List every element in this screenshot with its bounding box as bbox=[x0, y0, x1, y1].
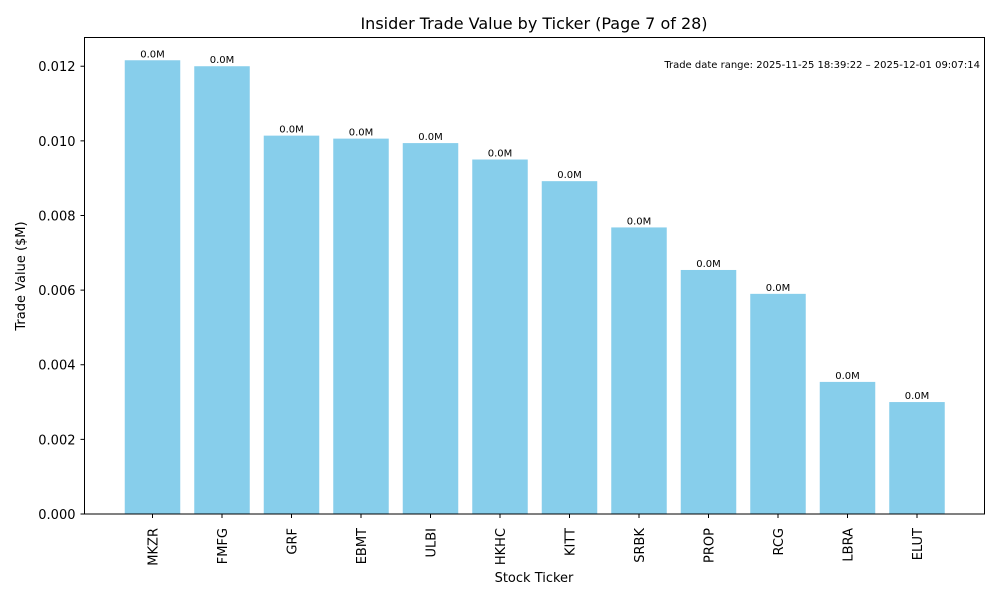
data-label-ulbi: 0.0M bbox=[418, 132, 443, 143]
x-tick-label-prop: PROP bbox=[703, 528, 718, 563]
x-tick-label-kitt: KITT bbox=[564, 528, 579, 556]
x-tick-label-elut: ELUT bbox=[911, 528, 926, 560]
x-axis: MKZR FMFG GRF EBMT ULBI HKHC KITT SRBK PROP RCG LB… bbox=[147, 514, 926, 566]
x-tick-label-ebmt: EBMT bbox=[355, 528, 370, 564]
bar-elut bbox=[889, 402, 945, 514]
bar-hkhc bbox=[472, 159, 528, 514]
data-label-grf: 0.0M bbox=[279, 125, 304, 136]
bar-prop bbox=[680, 269, 737, 514]
y-tick-label: 0.006 bbox=[38, 284, 75, 299]
bar-srbk bbox=[611, 227, 667, 514]
bar-labels-group: 0.0M 0.0M 0.0M 0.0M 0.0M 0.0M 0.0M 0.0M 0.0M 0.0M… bbox=[140, 49, 929, 402]
data-label-hkhc: 0.0M bbox=[488, 149, 513, 160]
data-label-mkzr: 0.0M bbox=[140, 49, 165, 60]
data-label-srbk: 0.0M bbox=[627, 216, 652, 227]
chart-title: Insider Trade Value by Ticker (Page 7 of… bbox=[360, 14, 707, 33]
y-tick-label: 0.000 bbox=[38, 508, 75, 523]
x-tick-label-srbk: SRBK bbox=[633, 528, 648, 563]
bar-mkzr bbox=[124, 60, 181, 515]
y-axis-label: Trade Value ($M) bbox=[14, 221, 29, 331]
y-tick-label: 0.002 bbox=[38, 433, 75, 448]
bars-group bbox=[124, 60, 945, 515]
x-tick-label-ulbi: ULBI bbox=[425, 528, 440, 558]
data-label-rcg: 0.0M bbox=[766, 283, 791, 294]
bar-lbra bbox=[819, 381, 876, 514]
x-tick-label-hkhc: HKHC bbox=[494, 528, 509, 565]
data-label-prop: 0.0M bbox=[696, 259, 721, 270]
y-tick-label: 0.008 bbox=[38, 209, 75, 224]
data-label-ebmt: 0.0M bbox=[349, 128, 374, 139]
y-tick-label: 0.004 bbox=[38, 359, 75, 374]
x-tick-label-grf: GRF bbox=[286, 528, 301, 555]
x-tick-label-fmfg: FMFG bbox=[216, 528, 231, 564]
y-tick-label: 0.010 bbox=[38, 135, 75, 150]
bar-ebmt bbox=[333, 138, 389, 515]
plot-frame bbox=[84, 37, 985, 515]
x-tick-label-rcg: RCG bbox=[772, 528, 787, 556]
bar-grf bbox=[263, 135, 320, 514]
data-label-lbra: 0.0M bbox=[835, 371, 860, 382]
bar-ulbi bbox=[402, 143, 459, 514]
data-label-kitt: 0.0M bbox=[557, 170, 582, 181]
x-tick-label-mkzr: MKZR bbox=[147, 528, 162, 566]
y-axis: 0.000 0.002 0.004 0.006 0.008 0.010 0.012 bbox=[38, 60, 85, 523]
date-range-annotation: Trade date range: 2025-11-25 18:39:22 – … bbox=[663, 60, 980, 71]
bar-fmfg bbox=[194, 66, 250, 514]
data-label-fmfg: 0.0M bbox=[210, 55, 235, 66]
bar-kitt bbox=[541, 181, 598, 514]
x-axis-label: Stock Ticker bbox=[495, 571, 574, 586]
y-tick-label: 0.012 bbox=[38, 60, 75, 75]
x-tick-label-lbra: LBRA bbox=[842, 528, 857, 562]
bar-rcg bbox=[750, 293, 806, 514]
data-label-elut: 0.0M bbox=[905, 391, 930, 402]
